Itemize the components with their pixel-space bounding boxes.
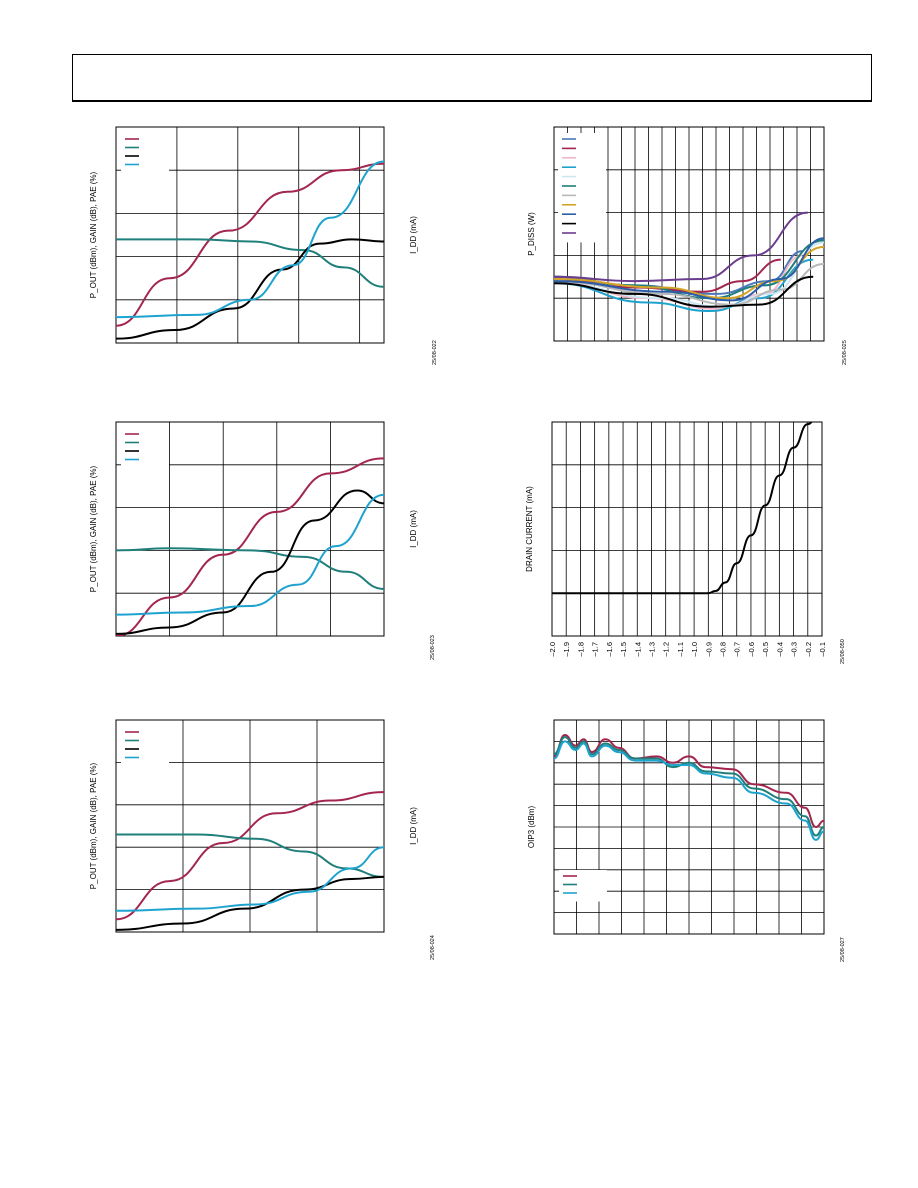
x-tick-label: –1.3 bbox=[647, 642, 656, 657]
series-line-9 bbox=[554, 237, 824, 302]
y-axis-label: P_DISS (W) bbox=[527, 212, 536, 256]
x-tick-label: –0.9 bbox=[704, 642, 713, 657]
x-tick-label: –1.8 bbox=[576, 642, 585, 657]
y-axis-label-right: I_DD (mA) bbox=[409, 510, 418, 548]
series-line-3 bbox=[554, 740, 824, 841]
plot-area bbox=[115, 719, 385, 933]
x-tick-label: –0.3 bbox=[790, 642, 799, 657]
x-tick-label: –0.1 bbox=[818, 642, 827, 657]
plot-area bbox=[553, 126, 825, 342]
figure-id: 25/08-023 bbox=[430, 635, 436, 660]
chart-drain-current: DRAIN CURRENT (mA) –2.0 –1.9 –1.8 –1.7 –1.6 –1… bbox=[525, 421, 846, 664]
x-tick-label: –0.8 bbox=[719, 642, 728, 657]
plot-frame bbox=[115, 126, 385, 344]
series-line-3 bbox=[116, 489, 384, 635]
plot-frame bbox=[115, 421, 385, 637]
x-tick-label: –1.6 bbox=[605, 642, 614, 657]
chart-oip3: OIP3 (dBm) 25/08-027 bbox=[527, 719, 846, 962]
series-line-2 bbox=[116, 547, 384, 590]
plot-frame bbox=[553, 126, 825, 342]
x-tick-label: –1.5 bbox=[619, 642, 628, 657]
series-line-1 bbox=[554, 733, 824, 829]
figure-id: 25/08-027 bbox=[840, 937, 846, 962]
page-header-box bbox=[72, 54, 872, 102]
y-axis-label: P_OUT (dBm), GAIN (dB), PAE (%) bbox=[89, 762, 98, 889]
y-axis-label: DRAIN CURRENT (mA) bbox=[525, 486, 534, 572]
series-line-1 bbox=[116, 791, 384, 921]
plot-frame bbox=[551, 421, 823, 637]
y-axis-label: P_OUT (dBm), GAIN (dB), PAE (%) bbox=[89, 465, 98, 592]
plot-area bbox=[115, 126, 385, 344]
series-line-1 bbox=[116, 162, 384, 327]
series-line-2 bbox=[116, 238, 384, 288]
y-axis-label-right: I_DD (mA) bbox=[409, 807, 418, 845]
legend-box bbox=[559, 870, 607, 902]
plot-area bbox=[551, 421, 823, 637]
x-tick-label: –0.5 bbox=[761, 642, 770, 657]
x-tick-label: –0.4 bbox=[775, 642, 784, 657]
figure-id: 25/08-050 bbox=[840, 639, 846, 664]
series-line-1 bbox=[552, 422, 813, 595]
x-tick-label: –1.0 bbox=[690, 642, 699, 657]
series-line-7 bbox=[554, 262, 824, 306]
figure-id: 25/08-022 bbox=[432, 340, 438, 365]
plot-area bbox=[115, 421, 385, 637]
y-axis-label-right: I_DD (mA) bbox=[409, 216, 418, 254]
x-tick-label: –1.4 bbox=[633, 642, 642, 657]
plot-area bbox=[553, 719, 825, 935]
x-tick-label: –1.1 bbox=[676, 642, 685, 657]
series-line-4 bbox=[116, 493, 384, 616]
series-line-11 bbox=[554, 211, 808, 283]
y-axis-label: P_OUT (dBm), GAIN (dB), PAE (%) bbox=[89, 171, 98, 298]
series-line-1 bbox=[116, 457, 384, 636]
series-line-4 bbox=[116, 160, 384, 319]
x-tick-label: –1.7 bbox=[591, 642, 600, 657]
figure-id: 25/08-024 bbox=[430, 935, 436, 960]
series-line-4 bbox=[116, 846, 384, 912]
x-tick-label: –2.0 bbox=[548, 642, 557, 657]
plot-frame bbox=[115, 719, 385, 933]
figure-id: 25/08-025 bbox=[842, 340, 848, 365]
x-tick-label: –1.9 bbox=[562, 642, 571, 657]
series-line-10 bbox=[554, 275, 814, 308]
x-tick-label: –0.2 bbox=[804, 642, 813, 657]
series-line-4 bbox=[554, 258, 814, 313]
chart-pout-gain-pae-1: P_OUT (dBm), GAIN (dB), PAE (%) I_DD (mA)… bbox=[89, 126, 438, 365]
legend-box bbox=[558, 133, 606, 243]
chart-pdiss: P_DISS (W) 25/08-025 bbox=[527, 126, 848, 365]
x-tick-label: –1.2 bbox=[662, 642, 671, 657]
x-tick-label: –0.7 bbox=[733, 642, 742, 657]
series-line-3 bbox=[116, 238, 384, 340]
chart-pout-gain-pae-2: P_OUT (dBm), GAIN (dB), PAE (%) I_DD (mA)… bbox=[89, 421, 436, 660]
x-tick-label: –0.6 bbox=[747, 642, 756, 657]
y-axis-label: OIP3 (dBm) bbox=[527, 806, 536, 849]
chart-pout-gain-pae-3: P_OUT (dBm), GAIN (dB), PAE (%) I_DD (mA)… bbox=[89, 719, 436, 960]
